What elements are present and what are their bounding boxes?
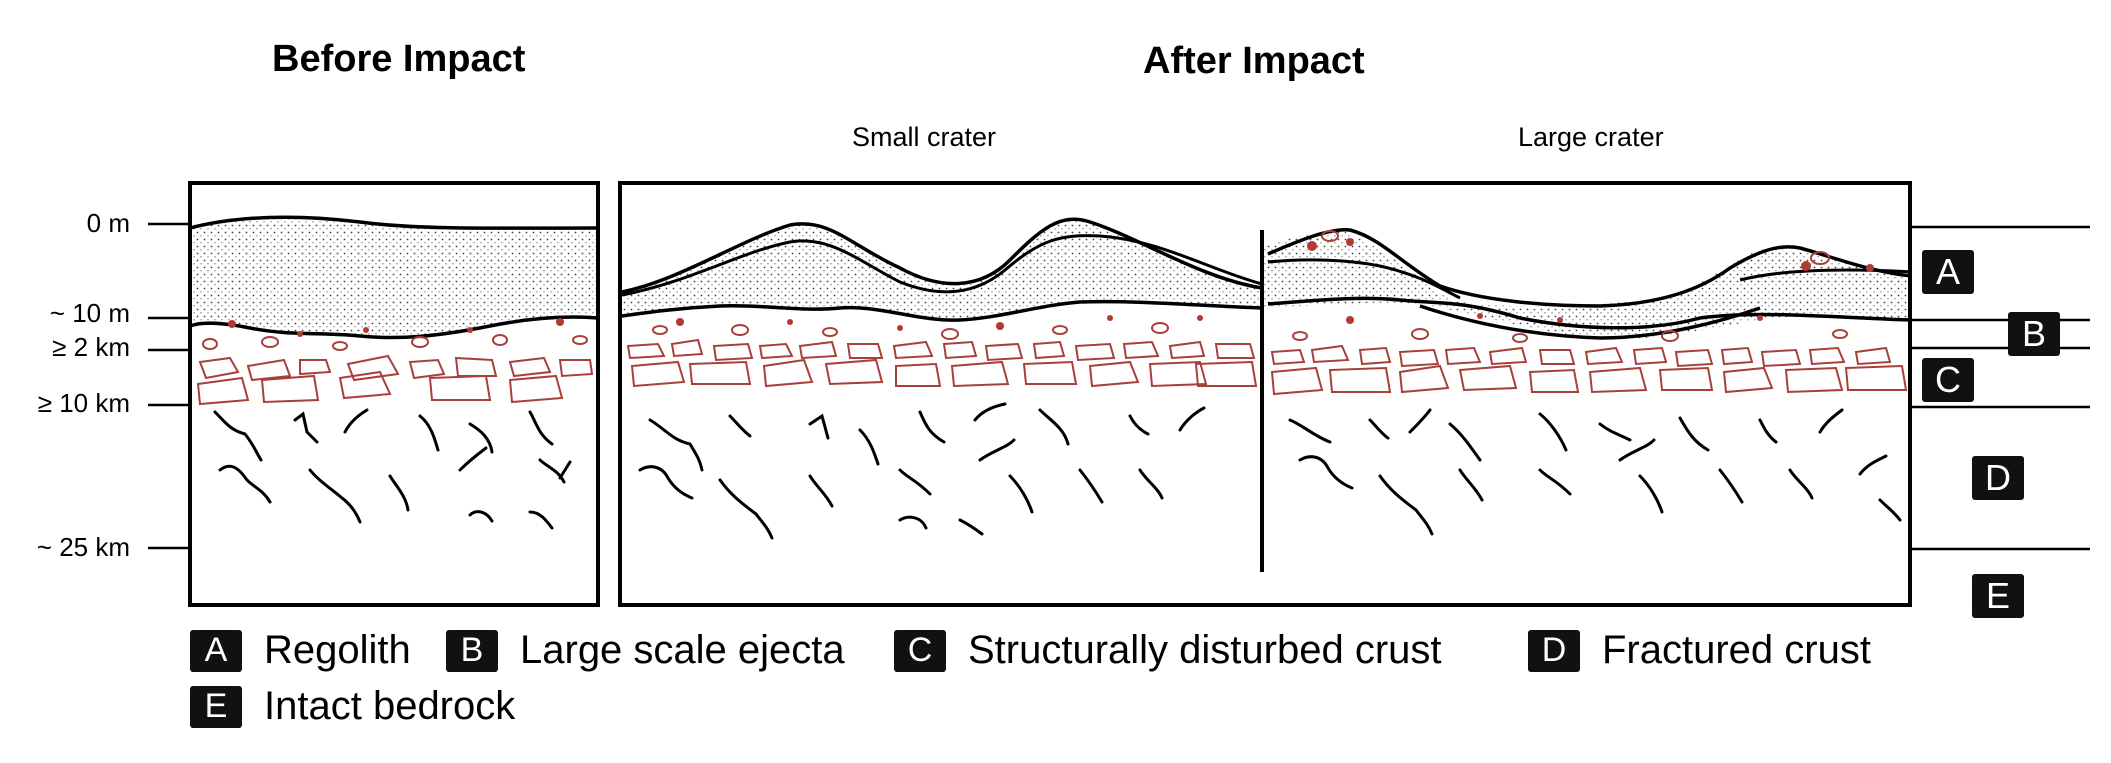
legend-badge-e: E xyxy=(190,685,242,728)
large-crater-label: Large crater xyxy=(1518,122,1664,152)
before-ejecta-blocks xyxy=(196,354,594,406)
legend-badge-c: C xyxy=(894,629,946,672)
legend-item-regolith: A Regolith xyxy=(190,628,411,673)
large-crater-rim-inner-right xyxy=(1739,268,1913,282)
depth-label-10m: ~ 10 m xyxy=(49,298,130,328)
depth-label-25km: ~ 25 km xyxy=(36,532,130,562)
legend-badge-a: A xyxy=(190,629,242,672)
before-small-ejecta xyxy=(228,318,564,337)
before-regolith-base xyxy=(189,315,599,340)
layer-boundary-lines xyxy=(1912,225,2090,551)
legend-badge-b: B xyxy=(446,629,498,672)
depth-label-0m: 0 m xyxy=(86,208,130,238)
layer-badge-d: D xyxy=(1972,456,2024,500)
layer-badge-e: E xyxy=(1972,574,2024,618)
before-impact-heading: Before Impact xyxy=(272,38,526,80)
after-regolith xyxy=(622,219,1912,340)
legend-label-large-scale-ejecta: Large scale ejecta xyxy=(520,628,845,672)
after-impact-panel xyxy=(618,181,1913,607)
depth-label-10km: ≥ 10 km xyxy=(37,388,130,418)
layer-badge-b: B xyxy=(2008,312,2060,356)
after-fractures xyxy=(638,402,1902,540)
before-fractures xyxy=(213,408,572,530)
after-ejecta-blocks xyxy=(626,338,1908,396)
after-small-ejecta xyxy=(676,238,1874,331)
large-crater-surface xyxy=(1267,228,1913,308)
legend-badge-d: D xyxy=(1528,629,1580,672)
before-panel-frame xyxy=(188,181,600,607)
small-crater-label: Small crater xyxy=(852,122,997,152)
legend-label-structurally-disturbed-crust: Structurally disturbed crust xyxy=(968,628,1442,672)
after-impact-heading: After Impact xyxy=(1143,40,1365,82)
small-crater-base xyxy=(621,299,1263,322)
before-small-ejecta-outlines xyxy=(202,334,588,351)
legend-label-fractured-crust: Fractured crust xyxy=(1602,628,1871,672)
depth-ticks xyxy=(148,222,190,550)
legend-item-fractured-crust: D Fractured crust xyxy=(1528,628,1871,673)
layer-badge-c: C xyxy=(1922,358,1974,402)
after-panel-frame xyxy=(618,181,1912,607)
before-surface-line xyxy=(189,215,599,230)
large-crater-rim-inner xyxy=(1267,258,1461,300)
small-crater-surface xyxy=(621,217,1263,294)
legend-item-large-scale-ejecta: B Large scale ejecta xyxy=(446,628,845,673)
depth-label-2km: ≥ 2 km xyxy=(52,332,130,362)
layer-badge-a: A xyxy=(1922,250,1974,294)
legend-item-structurally-disturbed-crust: C Structurally disturbed crust xyxy=(894,628,1442,673)
legend-item-intact-bedrock: E Intact bedrock xyxy=(190,684,515,729)
large-crater-basin xyxy=(1419,304,1761,340)
legend-label-regolith: Regolith xyxy=(264,628,411,672)
after-small-ejecta-outlines xyxy=(652,230,1848,343)
large-crater-base xyxy=(1267,296,1913,330)
before-impact-panel xyxy=(188,181,600,607)
legend-label-intact-bedrock: Intact bedrock xyxy=(264,684,516,728)
before-regolith xyxy=(190,217,598,338)
